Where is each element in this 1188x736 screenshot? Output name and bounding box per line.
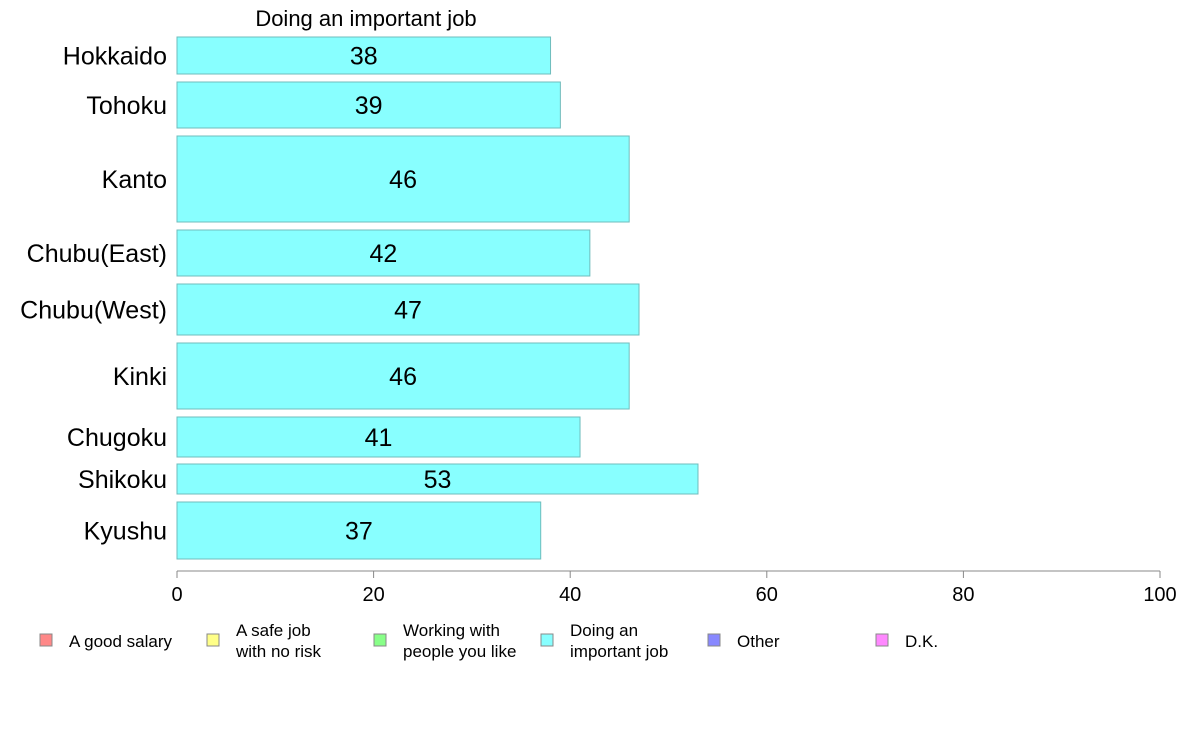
legend-swatch <box>875 633 889 647</box>
x-tick-label: 100 <box>1143 584 1176 606</box>
bar <box>176 81 561 129</box>
legend-label: Working with people you like <box>403 621 516 661</box>
category-label: Chubu(East) <box>27 240 167 268</box>
x-tick-label: 20 <box>362 584 384 606</box>
legend-label: Doing an important job <box>570 621 668 661</box>
bar-value-label: 38 <box>350 43 378 71</box>
legend-swatch <box>540 633 554 647</box>
chart-title: Doing an important job <box>255 6 476 31</box>
legend-label: D.K. <box>905 632 938 651</box>
x-tick-label: 60 <box>756 584 778 606</box>
bar <box>176 36 552 75</box>
bar <box>176 283 640 336</box>
bars-group: 38 Hokkaido 39 Tohoku 46 Kanto 42 Chubu(East) 47… <box>20 36 699 560</box>
legend-swatch <box>206 633 220 647</box>
legend-label: A good salary <box>69 632 173 651</box>
bar <box>176 229 591 277</box>
legend-swatch <box>39 633 53 647</box>
x-axis: 0 20 40 60 80 100 <box>171 570 1177 606</box>
legend-label: A safe job with no risk <box>235 621 322 661</box>
bar-value-label: 46 <box>389 166 417 194</box>
bar-value-label: 47 <box>394 297 422 325</box>
legend-swatch <box>373 633 387 647</box>
category-label: Chugoku <box>67 424 167 452</box>
category-label: Kanto <box>102 166 167 194</box>
bar <box>176 135 630 223</box>
x-tick-label: 80 <box>952 584 974 606</box>
bar-value-label: 39 <box>355 92 383 120</box>
category-label: Kyushu <box>84 518 167 546</box>
category-label: Kinki <box>113 363 167 391</box>
bar <box>176 463 699 495</box>
category-label: Shikoku <box>78 466 167 494</box>
x-tick-label: 40 <box>559 584 581 606</box>
bar <box>176 501 542 560</box>
bar-value-label: 37 <box>345 518 373 546</box>
bar <box>176 342 630 410</box>
category-label: Hokkaido <box>63 43 167 71</box>
x-tick-label: 0 <box>171 584 182 606</box>
bar <box>176 416 581 458</box>
legend-label: Other <box>737 632 780 651</box>
category-label: Tohoku <box>86 92 167 120</box>
legend-swatch <box>707 633 721 647</box>
bar-value-label: 41 <box>365 424 393 452</box>
bar-value-label: 46 <box>389 363 417 391</box>
bar-value-label: 42 <box>370 240 398 268</box>
category-label: Chubu(West) <box>20 297 167 325</box>
bar-value-label: 53 <box>424 466 452 494</box>
legend: A good salary A safe job with no risk Worki… <box>39 621 938 661</box>
